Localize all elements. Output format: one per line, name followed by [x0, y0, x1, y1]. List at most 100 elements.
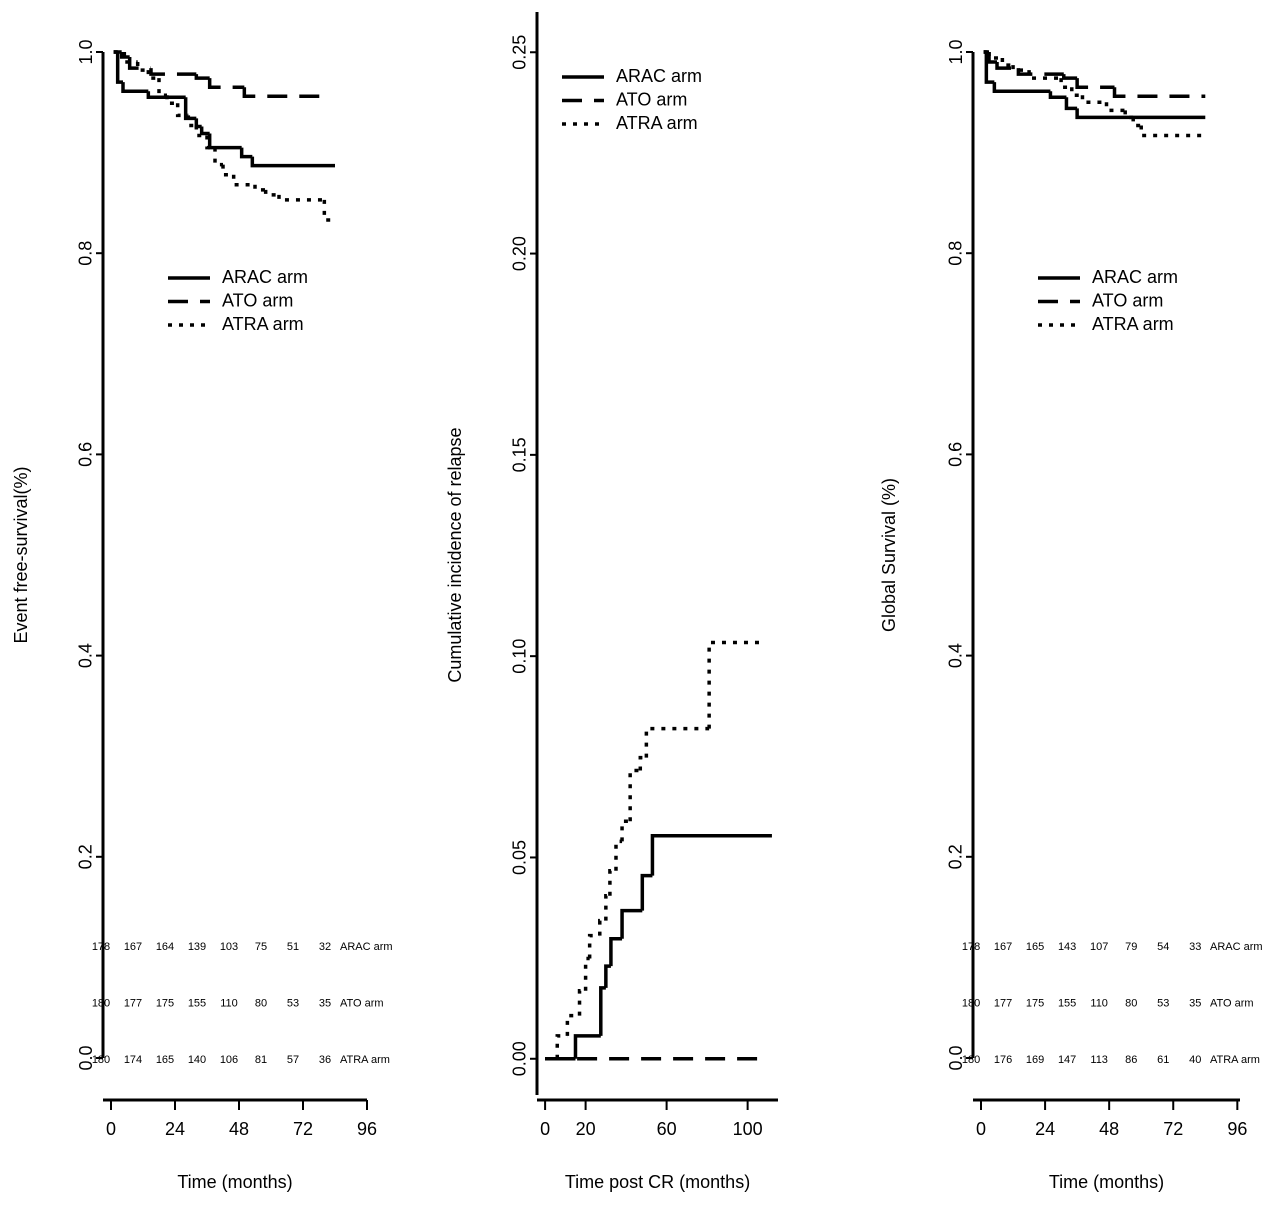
risk-count: 180 — [962, 1054, 980, 1066]
curve-step — [640, 873, 653, 911]
risk-count: 155 — [188, 997, 206, 1009]
y-tick-label: 0.6 — [946, 442, 966, 467]
curve-step — [614, 839, 623, 871]
curve-step — [1075, 108, 1206, 120]
curve-step — [231, 174, 255, 187]
curve-step — [239, 147, 253, 159]
curve-step — [165, 95, 178, 106]
curve-step — [583, 956, 590, 991]
risk-count: 180 — [92, 1054, 110, 1066]
risk-count: 36 — [319, 1054, 331, 1066]
risk-row-label: ARAC arm — [1210, 941, 1263, 953]
x-tick-label: 24 — [165, 1119, 185, 1139]
curve-step — [1075, 78, 1115, 89]
curve-step — [146, 91, 186, 100]
risk-count: 86 — [1125, 1054, 1137, 1066]
legend-label: ARAC arm — [616, 66, 702, 86]
curve-step — [1048, 91, 1067, 100]
risk-count: 180 — [92, 997, 110, 1009]
legend-label: ATO arm — [616, 89, 687, 109]
y-tick-label: 0.2 — [76, 844, 96, 869]
risk-count: 51 — [287, 941, 299, 953]
curve-step — [1112, 87, 1206, 99]
curve-step — [1104, 102, 1126, 113]
risk-count: 106 — [220, 1054, 238, 1066]
risk-count: 35 — [1189, 997, 1201, 1009]
curve-step — [573, 1034, 601, 1059]
legend-label: ATRA arm — [1092, 314, 1174, 334]
curve-step — [207, 78, 245, 89]
curve-step — [987, 52, 1003, 60]
x-tick-label: 100 — [733, 1119, 763, 1139]
curve-step — [1139, 125, 1206, 138]
risk-count: 110 — [1090, 997, 1108, 1009]
curve-step — [984, 52, 995, 84]
risk-count: 75 — [255, 941, 267, 953]
y-tick-label: 0.05 — [510, 840, 530, 875]
y-axis-label: Event free-survival(%) — [11, 466, 31, 643]
curve-step — [565, 1013, 580, 1036]
curve-step — [587, 933, 600, 959]
curve-step — [115, 52, 123, 84]
y-tick-label: 1.0 — [946, 39, 966, 64]
y-tick-label: 0.4 — [76, 643, 96, 668]
curve-step — [628, 768, 641, 822]
risk-count: 79 — [1125, 941, 1137, 953]
curve-step — [1027, 70, 1062, 80]
curve-step — [149, 68, 197, 76]
x-axis-label: Time post CR (months) — [565, 1172, 750, 1192]
curve-step — [995, 62, 1019, 70]
curve-step — [644, 726, 710, 758]
curve-step — [599, 986, 606, 1036]
risk-count: 143 — [1058, 941, 1076, 953]
curve-step — [121, 82, 149, 93]
curve-step — [1059, 78, 1072, 89]
curve-step — [608, 869, 616, 896]
curve-step — [194, 74, 210, 80]
risk-count: 80 — [255, 997, 267, 1009]
risk-count: 177 — [124, 997, 142, 1009]
risk-count: 178 — [962, 941, 980, 953]
curve-step — [253, 184, 266, 192]
curve-step — [277, 194, 325, 202]
curve-step — [1000, 58, 1014, 67]
risk-count: 178 — [92, 941, 110, 953]
curve-step — [207, 133, 242, 150]
y-tick-label: 0.6 — [76, 442, 96, 467]
risk-count: 35 — [319, 997, 331, 1009]
risk-count: 80 — [1125, 997, 1137, 1009]
y-tick-label: 0.8 — [946, 241, 966, 266]
risk-row-label: ATRA arm — [340, 1054, 390, 1066]
y-tick-label: 0.20 — [510, 236, 530, 271]
y-tick-label: 0.25 — [510, 35, 530, 70]
curve-step — [146, 70, 159, 80]
y-tick-label: 0.8 — [76, 241, 96, 266]
risk-count: 110 — [220, 997, 238, 1009]
y-tick-label: 0.0 — [946, 1045, 966, 1070]
y-tick-label: 0.2 — [946, 844, 966, 869]
curve-step — [221, 164, 234, 177]
y-tick-label: 0.15 — [510, 437, 530, 472]
x-axis-label: Time (months) — [177, 1172, 292, 1192]
y-tick-label: 1.0 — [76, 39, 96, 64]
risk-count: 177 — [994, 997, 1012, 1009]
curve-step — [1080, 95, 1107, 105]
y-tick-label: 0.0 — [76, 1045, 96, 1070]
legend-label: ARAC arm — [222, 267, 308, 287]
curve-step — [213, 147, 223, 167]
curve-step — [186, 115, 197, 128]
curve-step — [577, 988, 586, 1016]
risk-count: 32 — [319, 941, 331, 953]
curve-step — [992, 82, 1051, 93]
curve-step — [620, 819, 631, 842]
curve-step — [119, 52, 130, 59]
curve-step — [157, 78, 167, 98]
y-axis-label: Cumulative incidence of relapse — [445, 427, 465, 682]
risk-count: 175 — [1026, 997, 1044, 1009]
risk-count: 165 — [156, 1054, 174, 1066]
legend-label: ATO arm — [222, 290, 293, 310]
y-tick-label: 0.10 — [510, 639, 530, 674]
curve-step — [194, 118, 202, 129]
curve-step — [194, 125, 207, 138]
legend-label: ATRA arm — [616, 113, 698, 133]
